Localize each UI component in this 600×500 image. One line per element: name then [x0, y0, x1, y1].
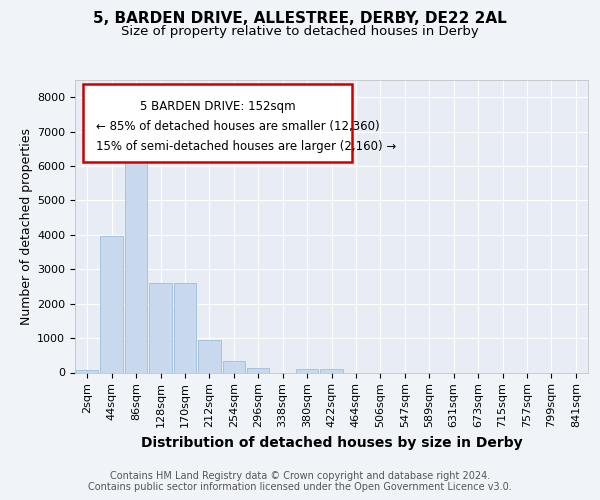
Bar — [125, 146, 148, 372]
Text: Size of property relative to detached houses in Derby: Size of property relative to detached ho… — [121, 24, 479, 38]
Text: 15% of semi-detached houses are larger (2,160) →: 15% of semi-detached houses are larger (… — [95, 140, 396, 153]
Y-axis label: Number of detached properties: Number of detached properties — [20, 128, 33, 325]
Bar — [296, 369, 319, 372]
Text: Contains HM Land Registry data © Crown copyright and database right 2024.: Contains HM Land Registry data © Crown c… — [110, 471, 490, 481]
Text: 5 BARDEN DRIVE: 152sqm: 5 BARDEN DRIVE: 152sqm — [140, 100, 295, 112]
Bar — [173, 283, 196, 372]
Bar — [100, 236, 123, 372]
X-axis label: Distribution of detached houses by size in Derby: Distribution of detached houses by size … — [140, 436, 523, 450]
Text: 5, BARDEN DRIVE, ALLESTREE, DERBY, DE22 2AL: 5, BARDEN DRIVE, ALLESTREE, DERBY, DE22 … — [93, 11, 507, 26]
Bar — [149, 283, 172, 372]
Bar — [198, 340, 221, 372]
Text: ← 85% of detached houses are smaller (12,360): ← 85% of detached houses are smaller (12… — [95, 120, 379, 132]
Bar — [247, 368, 269, 372]
FancyBboxPatch shape — [83, 84, 352, 162]
Bar — [320, 369, 343, 372]
Bar — [223, 362, 245, 372]
Text: Contains public sector information licensed under the Open Government Licence v3: Contains public sector information licen… — [88, 482, 512, 492]
Bar — [76, 370, 98, 372]
